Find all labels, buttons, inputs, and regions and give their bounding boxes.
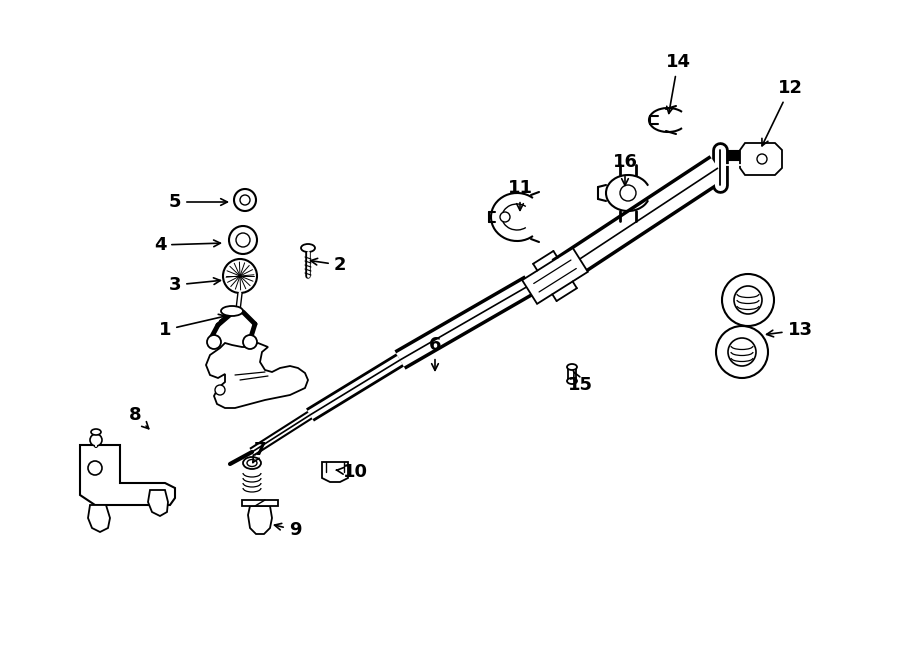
Text: 9: 9 xyxy=(274,521,302,539)
Polygon shape xyxy=(522,248,588,304)
Text: 10: 10 xyxy=(337,463,367,481)
Circle shape xyxy=(207,335,221,349)
Circle shape xyxy=(728,338,756,366)
Polygon shape xyxy=(322,462,348,482)
Ellipse shape xyxy=(247,459,257,467)
Polygon shape xyxy=(242,500,278,506)
Ellipse shape xyxy=(567,364,577,370)
Ellipse shape xyxy=(91,429,101,435)
Text: 13: 13 xyxy=(767,321,813,339)
Circle shape xyxy=(243,335,257,349)
Circle shape xyxy=(240,195,250,205)
Text: 4: 4 xyxy=(154,236,220,254)
Text: 5: 5 xyxy=(169,193,228,211)
Circle shape xyxy=(229,226,257,254)
Text: 1: 1 xyxy=(158,314,226,339)
Text: 12: 12 xyxy=(762,79,803,146)
Polygon shape xyxy=(80,445,175,505)
Polygon shape xyxy=(206,343,308,408)
Circle shape xyxy=(620,185,636,201)
Ellipse shape xyxy=(221,306,243,316)
Circle shape xyxy=(236,233,250,247)
Polygon shape xyxy=(740,143,782,175)
Polygon shape xyxy=(148,490,168,516)
Text: 6: 6 xyxy=(428,336,441,370)
Text: 3: 3 xyxy=(169,276,220,294)
Circle shape xyxy=(223,259,257,293)
Circle shape xyxy=(88,461,102,475)
Text: 8: 8 xyxy=(129,406,148,429)
Ellipse shape xyxy=(567,378,577,384)
Circle shape xyxy=(500,212,510,222)
Text: 14: 14 xyxy=(665,53,690,114)
Circle shape xyxy=(716,326,768,378)
Circle shape xyxy=(722,274,774,326)
Polygon shape xyxy=(248,506,272,534)
Circle shape xyxy=(90,434,102,446)
Circle shape xyxy=(757,154,767,164)
Text: 2: 2 xyxy=(310,256,346,274)
Text: 7: 7 xyxy=(253,441,266,463)
Polygon shape xyxy=(88,505,110,532)
Text: 15: 15 xyxy=(568,371,592,394)
Text: 11: 11 xyxy=(508,179,533,210)
Ellipse shape xyxy=(301,244,315,252)
Text: 16: 16 xyxy=(613,153,637,185)
Circle shape xyxy=(234,189,256,211)
Circle shape xyxy=(215,385,225,395)
Ellipse shape xyxy=(243,457,261,469)
Circle shape xyxy=(734,286,762,314)
